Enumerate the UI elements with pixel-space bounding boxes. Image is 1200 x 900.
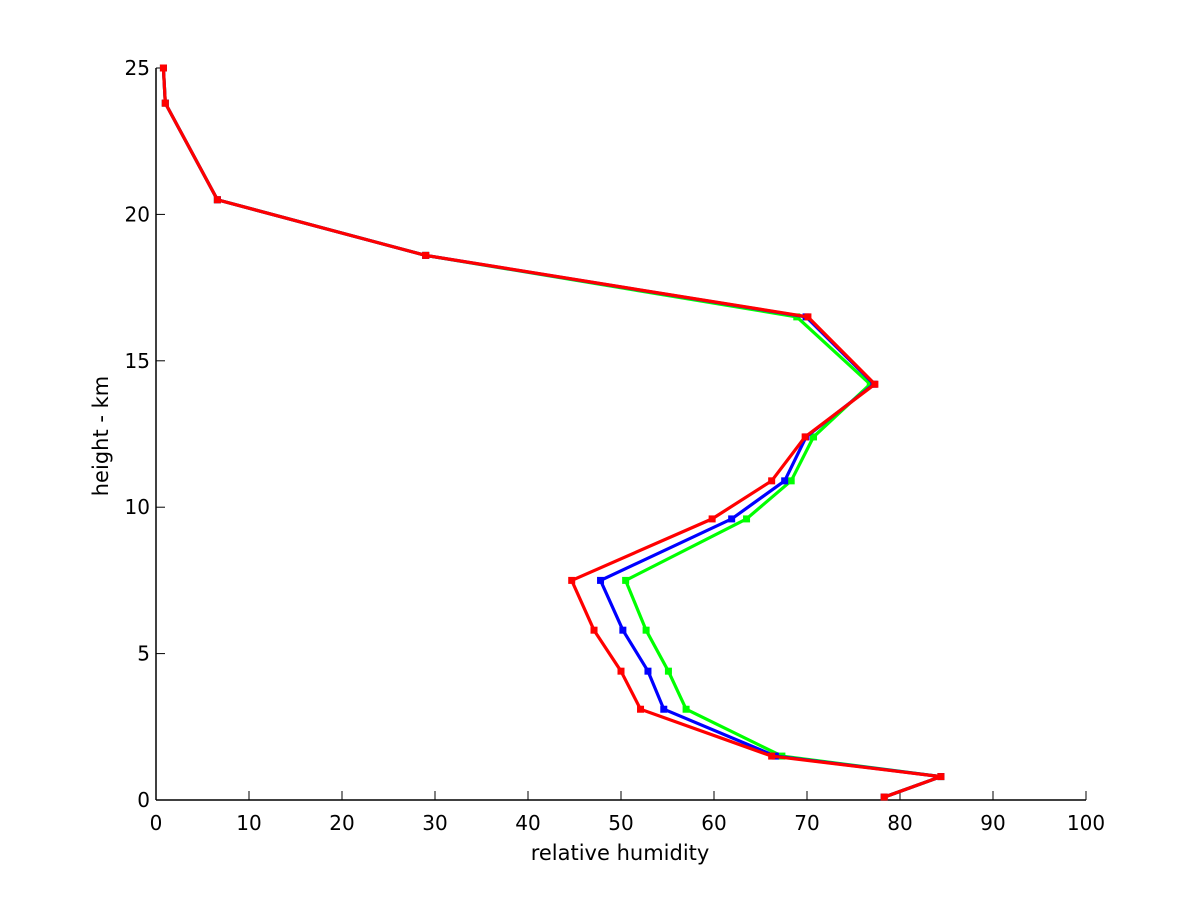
y-tick-label: 25 xyxy=(125,56,150,80)
series-3-point xyxy=(937,773,945,781)
x-axis-ticks: 0 10 20 30 40 50 60 70 80 90 100 xyxy=(150,791,1105,835)
y-tick-label: 0 xyxy=(137,788,150,812)
plot-frame xyxy=(155,68,1086,801)
y-axis-ticks: 0 5 10 15 20 25 xyxy=(125,56,165,812)
series-1-point xyxy=(743,515,751,523)
series-3-point xyxy=(637,705,645,713)
y-tick-label: 20 xyxy=(125,202,150,226)
x-tick-label: 10 xyxy=(236,811,261,835)
series-3-point xyxy=(590,626,598,634)
series-1-point xyxy=(622,576,630,584)
series-3-point xyxy=(708,515,716,523)
x-tick-label: 50 xyxy=(608,811,633,835)
y-tick-label: 5 xyxy=(137,642,150,666)
x-tick-label: 100 xyxy=(1067,811,1105,835)
series-1-point xyxy=(866,380,874,388)
series-3-point xyxy=(880,793,888,801)
series-3-point xyxy=(213,196,221,204)
series-2-point xyxy=(619,626,627,634)
series-2-line xyxy=(161,67,942,799)
series-3-point xyxy=(768,752,776,760)
series-3-point xyxy=(161,99,169,107)
y-tick-label: 10 xyxy=(125,495,150,519)
x-tick-label: 70 xyxy=(794,811,819,835)
x-tick-label: 90 xyxy=(980,811,1005,835)
series-1-line xyxy=(161,67,942,799)
series-3-point xyxy=(159,64,167,72)
x-axis-label: relative humidity xyxy=(531,841,710,865)
series-3-point xyxy=(804,313,812,321)
series-2-point xyxy=(660,705,668,713)
series-3-point xyxy=(617,667,625,675)
series-2-point xyxy=(728,515,736,523)
series-2 xyxy=(159,64,945,801)
x-tick-label: 0 xyxy=(150,811,163,835)
y-axis-label: height - km xyxy=(89,376,113,496)
series-1 xyxy=(159,64,945,801)
series-1-point xyxy=(664,667,672,675)
x-tick-label: 30 xyxy=(422,811,447,835)
series-1-point xyxy=(682,705,690,713)
series-3-point xyxy=(768,477,776,485)
series-3-point xyxy=(422,251,430,259)
series-3-point xyxy=(871,380,879,388)
y-tick-label: 15 xyxy=(125,349,150,373)
series-1-point xyxy=(787,477,795,485)
series-3 xyxy=(159,64,945,801)
x-tick-label: 40 xyxy=(515,811,540,835)
series-layer xyxy=(159,64,945,801)
series-3-point xyxy=(801,433,809,441)
series-1-point xyxy=(810,433,818,441)
x-tick-label: 80 xyxy=(887,811,912,835)
series-3-point xyxy=(568,576,576,584)
x-tick-label: 60 xyxy=(701,811,726,835)
series-3-line xyxy=(161,67,942,799)
series-2-point xyxy=(644,667,652,675)
series-2-point xyxy=(597,576,605,584)
series-2-point xyxy=(781,477,789,485)
x-tick-label: 20 xyxy=(329,811,354,835)
series-1-point xyxy=(642,626,650,634)
